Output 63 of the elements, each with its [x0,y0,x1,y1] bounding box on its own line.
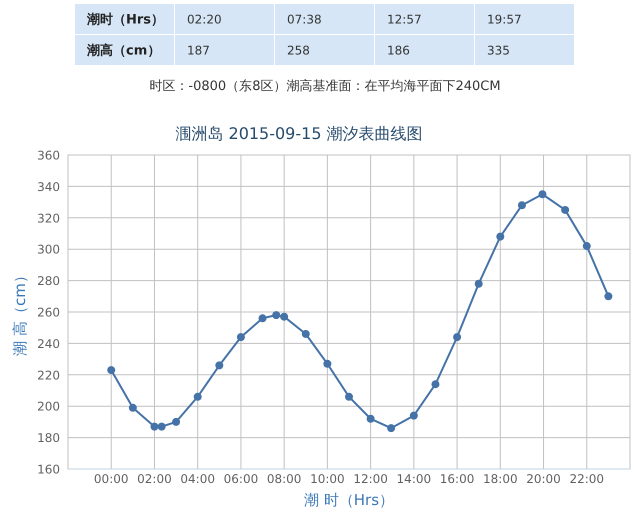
data-label: 186 [387,44,410,58]
y-axis-title: 潮 高（cm） [11,268,29,356]
point [453,333,462,342]
chart-title: 涠洲岛 2015-09-15 潮汐表曲线图 [175,124,423,143]
point [302,330,310,338]
data-label: 187 [187,44,210,58]
point [272,311,280,320]
point [518,201,526,210]
point [150,422,158,431]
point [538,190,546,198]
y-tick-label: 300 [37,242,60,257]
point [236,333,245,342]
y-tick-label: 360 [37,148,60,162]
point [323,360,332,368]
category-label: 19:57 [487,12,522,26]
point [158,422,166,431]
point [107,366,116,374]
x-tick-label: 16:00 [440,472,474,486]
point [474,280,483,288]
point [128,404,137,412]
point [496,232,504,241]
text: 潮时（Hrs） [86,12,164,28]
category-label: 07:38 [287,12,322,26]
point [172,418,180,426]
point [258,314,267,322]
y-tick-label: 220 [37,368,60,382]
data-label: 258 [287,44,310,58]
point [366,414,375,423]
x-tick-label: 20:00 [526,472,561,486]
y-tick-label: 160 [37,462,60,476]
point [387,424,396,432]
x-tick-label: 12:00 [353,472,388,486]
y-tick-label: 340 [37,180,60,194]
x-tick-label: 14:00 [396,472,432,486]
point [280,312,288,321]
point [345,392,353,401]
point [582,242,591,250]
point [561,206,570,214]
y-tick-label: 240 [37,336,60,351]
data-label: 335 [487,44,510,58]
category-label: 12:57 [387,12,422,26]
point [604,292,612,300]
y-tick-label: 180 [37,431,60,446]
x-tick-label: 00:00 [94,472,129,486]
x-axis-title: 潮 时（Hrs） [304,491,394,509]
y-tick-label: 200 [37,400,60,414]
point [410,412,418,420]
text: 时区：-0800（东8区）潮高基准面：在平均海平面下240CM [149,78,501,94]
x-tick-label: 04:00 [180,472,215,486]
y-tick-label: 260 [37,306,60,320]
x-tick-label: 02:00 [137,472,172,486]
point [215,361,224,370]
x-tick-label: 22:00 [569,472,604,486]
point [194,392,202,401]
x-tick-label: 18:00 [483,472,518,486]
y-tick-label: 280 [37,274,60,288]
y-tick-label: 320 [37,211,60,226]
x-tick-label: 08:00 [266,472,302,486]
x-tick-label: 06:00 [224,472,258,486]
category-label: 02:20 [187,12,222,26]
text: 潮高（cm） [86,42,160,58]
point [431,380,440,388]
x-tick-label: 10:00 [310,472,345,486]
